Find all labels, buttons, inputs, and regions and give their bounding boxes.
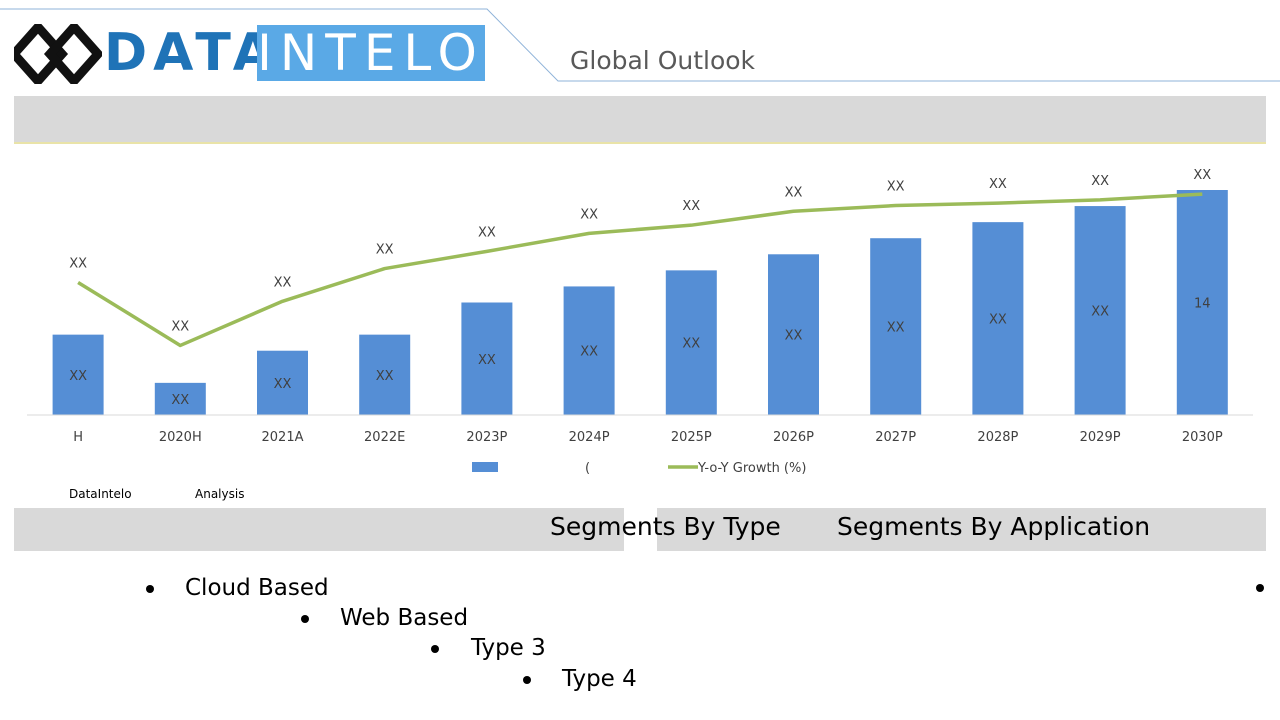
legend-line-label: Y-o-Y Growth (%) bbox=[697, 461, 806, 476]
bar-data-label: XX bbox=[478, 353, 496, 368]
line-data-label: XX bbox=[1193, 168, 1211, 183]
bar-data-label: XX bbox=[69, 369, 87, 384]
x-tick-label: 2026P bbox=[773, 430, 814, 445]
type-item-4: Type 4 bbox=[562, 666, 637, 692]
x-tick-label: 2022E bbox=[364, 430, 405, 445]
x-tick-label: 2020H bbox=[159, 430, 202, 445]
segments-by-type-title: Segments By Type bbox=[550, 512, 781, 541]
bullet-dot bbox=[523, 676, 531, 684]
x-tick-label: 2025P bbox=[671, 430, 712, 445]
bar bbox=[768, 254, 819, 415]
bar-data-label: XX bbox=[887, 321, 905, 336]
bar-data-label: XX bbox=[580, 345, 598, 360]
source-right-text: Analysis bbox=[195, 487, 245, 501]
x-tick-label: 2024P bbox=[569, 430, 610, 445]
bar-data-label: XX bbox=[376, 369, 394, 384]
bullet-dot bbox=[431, 645, 439, 653]
bar-data-label: XX bbox=[682, 337, 700, 352]
bars-layer bbox=[52, 190, 1228, 415]
x-tick-label: 2029P bbox=[1080, 430, 1121, 445]
line-data-label: XX bbox=[478, 225, 496, 240]
bar-data-label: XX bbox=[785, 329, 803, 344]
line-data-label: XX bbox=[682, 199, 700, 214]
type-item-3: Type 3 bbox=[471, 635, 546, 661]
line-data-label: XX bbox=[171, 319, 189, 334]
bar-data-label: XX bbox=[274, 377, 292, 392]
bar bbox=[665, 270, 717, 415]
title-band bbox=[14, 96, 1266, 144]
line-data-label: XX bbox=[274, 275, 292, 290]
x-tick-label: 2028P bbox=[977, 430, 1018, 445]
x-tick-label: 2023P bbox=[466, 430, 507, 445]
source-left-text: DataIntelo bbox=[69, 487, 132, 501]
bar bbox=[563, 286, 615, 415]
segment-type-band bbox=[14, 508, 624, 551]
bar bbox=[1176, 190, 1228, 415]
x-tick-label: 2027P bbox=[875, 430, 916, 445]
x-tick-label: H bbox=[73, 430, 83, 445]
header-frame-lines bbox=[0, 8, 1280, 82]
line-data-label: XX bbox=[580, 207, 598, 222]
line-data-label: XX bbox=[376, 243, 394, 258]
legend-bar-label: ( bbox=[585, 461, 590, 476]
legend: ( Y-o-Y Growth (%) bbox=[472, 461, 806, 476]
bar bbox=[257, 350, 308, 415]
bar bbox=[154, 382, 206, 415]
logo-text-intelo: INTELO bbox=[257, 24, 485, 82]
line-data-label: XX bbox=[785, 185, 803, 200]
type-item-1: Cloud Based bbox=[185, 575, 329, 601]
bar bbox=[972, 222, 1024, 415]
bar bbox=[1074, 206, 1126, 415]
bar-data-label: XX bbox=[171, 393, 189, 408]
bar bbox=[461, 302, 513, 415]
x-tick-label: 2030P bbox=[1182, 430, 1223, 445]
logo-diamond-icon bbox=[14, 24, 102, 84]
page-subtitle: Global Outlook bbox=[570, 46, 756, 75]
bullet-dot bbox=[146, 585, 154, 593]
bullet-dot bbox=[301, 615, 309, 623]
market-chart: XX H XX 2020H XX 2021A XX 2022E XX 2023P XX 2024P XX… bbox=[27, 168, 1253, 476]
bar bbox=[870, 238, 922, 415]
line-layer bbox=[77, 192, 1203, 348]
line-data-label: XX bbox=[887, 180, 905, 195]
type-item-2: Web Based bbox=[340, 605, 469, 631]
segments-by-application-title: Segments By Application bbox=[837, 512, 1151, 541]
label-layer: XX H XX 2020H XX 2021A XX 2022E XX 2023P XX 2024P XX… bbox=[69, 168, 1223, 445]
bar-data-label: 14 bbox=[1194, 297, 1211, 312]
x-tick-label: 2021A bbox=[262, 430, 304, 445]
segment-application-band bbox=[657, 508, 1266, 551]
bar bbox=[52, 334, 104, 415]
line-data-label: XX bbox=[989, 177, 1007, 192]
bar bbox=[359, 334, 411, 415]
legend-bar-swatch bbox=[472, 462, 498, 472]
growth-line bbox=[77, 192, 1203, 348]
line-data-label: XX bbox=[69, 256, 87, 271]
logo-text-data: DATA bbox=[104, 23, 280, 83]
bar-data-label: XX bbox=[1091, 305, 1109, 320]
application-bullet-dot bbox=[1256, 584, 1264, 592]
bar-data-label: XX bbox=[989, 313, 1007, 328]
line-data-label: XX bbox=[1091, 174, 1109, 189]
